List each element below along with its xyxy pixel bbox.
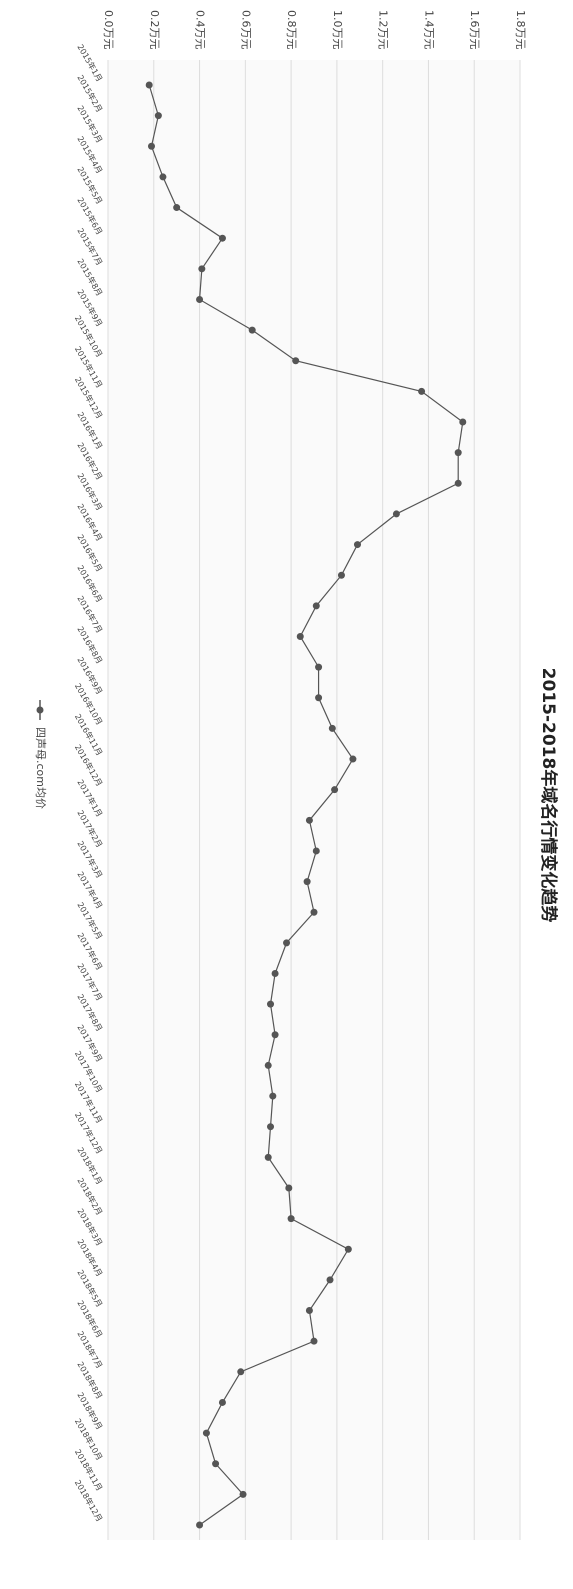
y-tick-label: 0.4万元 bbox=[194, 10, 207, 50]
point bbox=[287, 1215, 295, 1223]
point bbox=[267, 1123, 275, 1131]
point bbox=[312, 602, 320, 610]
point bbox=[392, 510, 400, 518]
point bbox=[315, 663, 323, 671]
point bbox=[328, 724, 336, 732]
point bbox=[271, 970, 279, 978]
y-tick-label: 1.0万元 bbox=[331, 10, 344, 50]
chart-title: 2015-2018年域名行情变化趋势 bbox=[538, 668, 559, 923]
point bbox=[315, 694, 323, 702]
point bbox=[196, 1521, 204, 1529]
point bbox=[331, 786, 339, 794]
point bbox=[264, 1061, 272, 1069]
point bbox=[154, 112, 162, 120]
point bbox=[303, 878, 311, 886]
point bbox=[285, 1184, 293, 1192]
point bbox=[305, 1307, 313, 1315]
point bbox=[196, 295, 204, 303]
y-tick-label: 0.0万元 bbox=[102, 10, 115, 50]
y-tick-label: 1.8万元 bbox=[514, 10, 527, 50]
point bbox=[248, 326, 256, 334]
y-tick-label: 0.8万元 bbox=[285, 10, 298, 50]
point bbox=[147, 142, 155, 150]
point bbox=[267, 1000, 275, 1008]
legend-marker bbox=[36, 706, 44, 714]
y-tick-label: 1.4万元 bbox=[422, 10, 435, 50]
point bbox=[218, 1398, 226, 1406]
point bbox=[344, 1245, 352, 1253]
point bbox=[292, 357, 300, 365]
point bbox=[271, 1031, 279, 1039]
point bbox=[283, 939, 291, 947]
point bbox=[353, 541, 361, 549]
point bbox=[337, 571, 345, 579]
y-tick-label: 0.2万元 bbox=[148, 10, 161, 50]
point bbox=[239, 1490, 247, 1498]
point bbox=[454, 479, 462, 487]
legend-label: 四声母.com均价 bbox=[34, 727, 48, 809]
point bbox=[198, 265, 206, 273]
point bbox=[349, 755, 357, 763]
point bbox=[145, 81, 153, 89]
point bbox=[305, 816, 313, 824]
line bbox=[148, 84, 464, 1526]
point bbox=[454, 449, 462, 457]
point bbox=[418, 387, 426, 395]
point bbox=[212, 1460, 220, 1468]
plot-area bbox=[108, 60, 520, 1540]
point bbox=[326, 1276, 334, 1284]
point bbox=[159, 173, 167, 181]
point bbox=[296, 632, 304, 640]
y-tick-label: 1.6万元 bbox=[468, 10, 481, 50]
point bbox=[202, 1429, 210, 1437]
point bbox=[264, 1153, 272, 1161]
point bbox=[310, 1337, 318, 1345]
point bbox=[269, 1092, 277, 1100]
y-tick-label: 0.6万元 bbox=[239, 10, 252, 49]
point bbox=[237, 1368, 245, 1376]
point bbox=[312, 847, 320, 855]
point bbox=[218, 234, 226, 242]
point bbox=[459, 418, 467, 426]
point bbox=[173, 204, 181, 212]
y-tick-label: 1.2万元 bbox=[377, 10, 390, 50]
point bbox=[310, 908, 318, 916]
